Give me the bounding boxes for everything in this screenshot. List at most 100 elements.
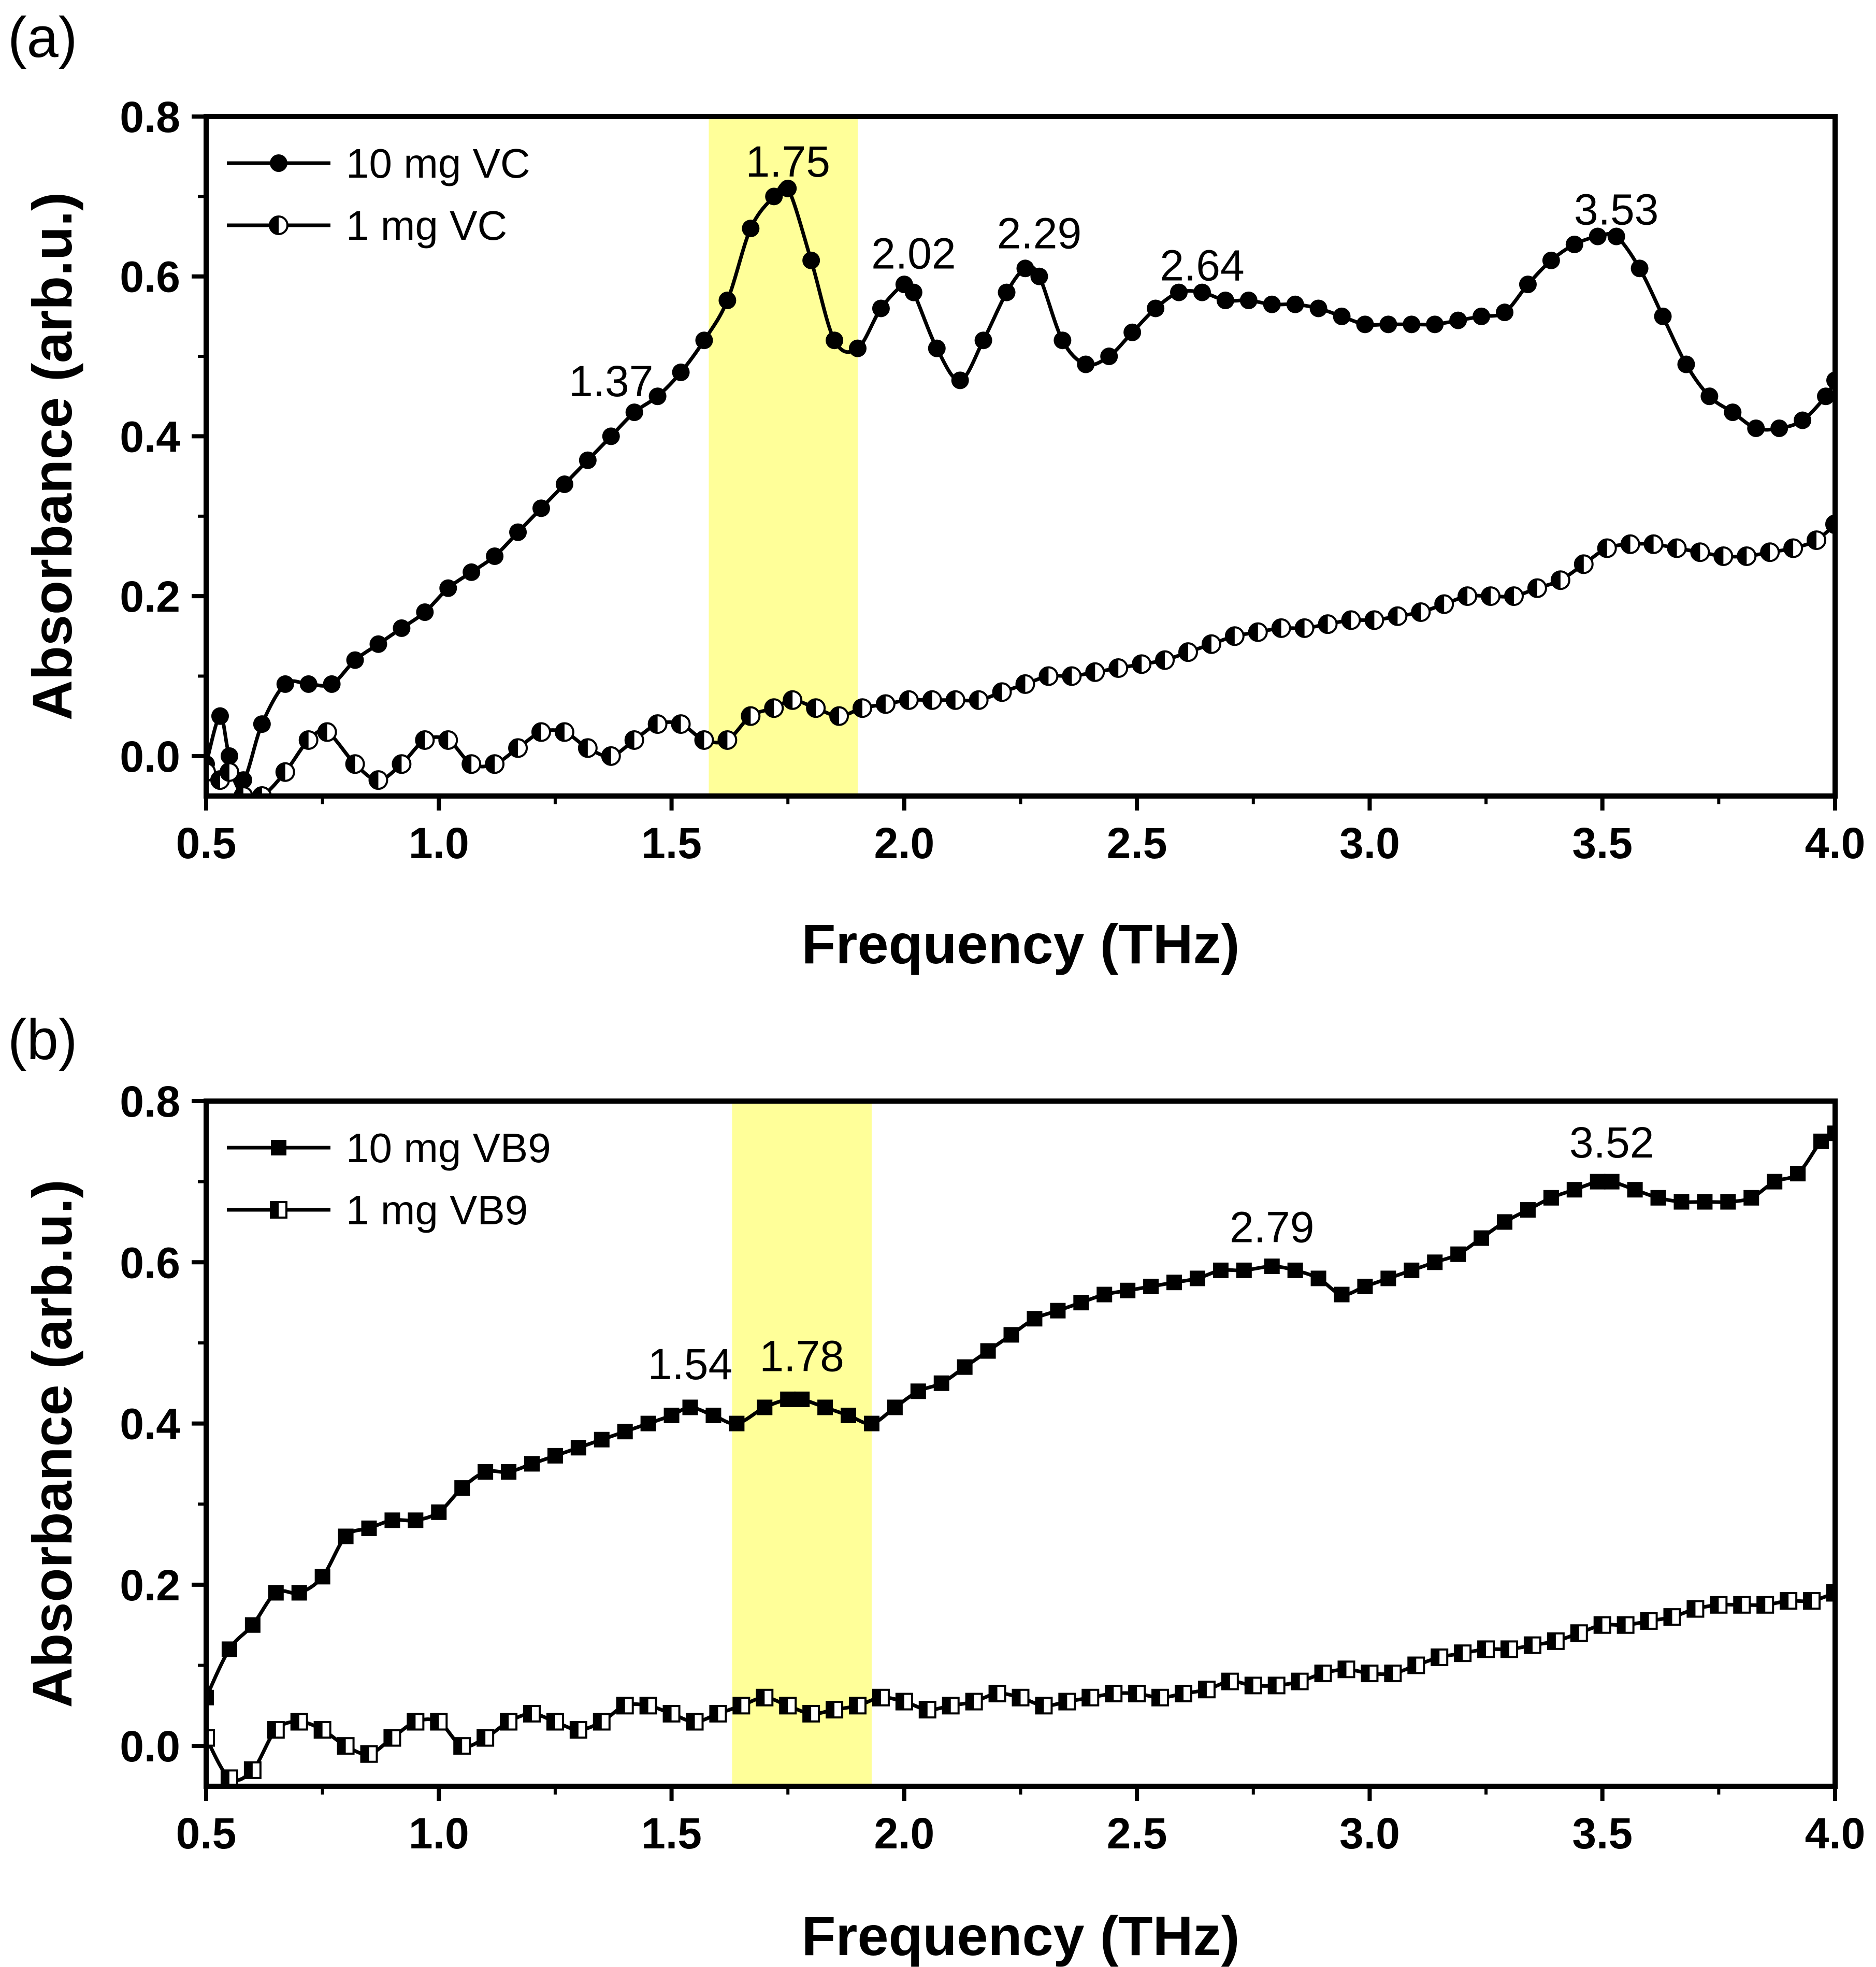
data-point: [384, 1512, 400, 1528]
data-point: [1314, 1665, 1332, 1683]
data-point: [1747, 419, 1765, 437]
data-point: [1081, 1688, 1100, 1706]
panel-b-annotations: 1.54 1.78 2.79 3.52: [648, 1118, 1654, 1389]
y-tick-label: 0.8: [120, 93, 180, 141]
data-point: [369, 635, 387, 653]
panel-b-ticks: 0.5 1.0 1.5 2.0 2.5 3.0 3.5 4.0 0.0 0.2 0.4 0.6 0.8: [120, 1077, 1865, 1858]
data-point: [478, 1464, 494, 1480]
data-point: [872, 299, 890, 317]
data-point: [1457, 586, 1478, 606]
data-point: [1224, 626, 1245, 646]
y-tick-label: 0.6: [120, 1238, 180, 1287]
data-point: [1309, 299, 1327, 317]
data-point: [1050, 1303, 1066, 1319]
data-point: [439, 579, 457, 597]
data-point: [1380, 1270, 1396, 1286]
peak-annotation: 2.29: [997, 209, 1082, 258]
x-tick-label: 1.5: [641, 819, 702, 867]
data-point: [942, 1697, 960, 1715]
data-point: [453, 1737, 471, 1755]
data-point: [1341, 610, 1361, 630]
data-point: [1477, 1640, 1495, 1658]
peak-annotation: 3.53: [1574, 185, 1659, 234]
data-point: [1077, 355, 1095, 373]
data-point: [477, 1729, 495, 1747]
data-point: [244, 1617, 261, 1633]
y-tick-label: 0.0: [120, 732, 180, 781]
data-point: [1427, 1254, 1443, 1270]
data-point: [849, 339, 867, 357]
data-point: [705, 1408, 721, 1424]
data-point: [1697, 1194, 1713, 1210]
data-point: [1096, 1286, 1113, 1303]
data-point: [1108, 658, 1129, 678]
data-point: [957, 1359, 973, 1375]
data-point: [220, 747, 238, 765]
data-point: [211, 707, 229, 725]
data-point: [1724, 403, 1742, 422]
data-point: [1015, 674, 1035, 694]
data-point: [872, 1688, 890, 1706]
data-point: [1663, 1608, 1681, 1626]
x-tick-label: 3.5: [1572, 1809, 1633, 1858]
data-point: [601, 746, 621, 766]
data-point: [1547, 1632, 1565, 1650]
peak-annotation: 1.54: [648, 1340, 733, 1389]
data-point: [1054, 331, 1072, 350]
data-point: [415, 730, 435, 750]
data-point: [1504, 586, 1524, 606]
data-point: [922, 690, 942, 710]
data-point: [485, 754, 505, 774]
data-point: [1565, 235, 1583, 253]
data-point: [298, 730, 319, 750]
data-point: [1817, 387, 1835, 406]
data-point: [1677, 355, 1695, 373]
panel-a-highlight-band: [709, 117, 858, 796]
data-point: [594, 1431, 610, 1448]
panel-b-legend: 10 mg VB9 1 mg VB9: [227, 1125, 551, 1233]
data-point: [486, 547, 504, 565]
data-point: [1155, 650, 1175, 670]
data-point: [532, 499, 550, 517]
data-point: [718, 292, 737, 310]
data-point: [928, 339, 946, 357]
data-point: [337, 1737, 355, 1755]
data-point: [1807, 530, 1827, 551]
data-point: [647, 714, 668, 734]
data-point: [1120, 1282, 1136, 1298]
data-point: [1570, 1624, 1588, 1642]
data-point: [1640, 1612, 1658, 1630]
x-tick-label: 2.5: [1107, 1809, 1167, 1858]
data-point: [276, 675, 294, 693]
data-point: [806, 698, 826, 718]
legend-label: 10 mg VB9: [346, 1125, 551, 1171]
data-point: [757, 1399, 773, 1415]
data-point: [219, 762, 239, 782]
data-point: [648, 387, 667, 406]
data-point: [910, 1383, 926, 1399]
data-point: [1690, 542, 1710, 562]
data-point: [1497, 1214, 1513, 1230]
data-point: [863, 1415, 879, 1431]
legend-marker: [270, 1201, 287, 1219]
data-point: [1294, 618, 1315, 638]
x-tick-label: 1.0: [409, 1809, 469, 1858]
data-point: [1291, 1672, 1309, 1690]
data-point: [671, 714, 691, 734]
data-point: [1566, 1182, 1582, 1198]
data-point: [579, 451, 597, 469]
data-point: [1686, 1600, 1705, 1618]
data-point: [1379, 315, 1397, 334]
data-point: [969, 690, 989, 710]
x-tick-label: 3.0: [1339, 819, 1400, 867]
data-point: [1248, 622, 1268, 642]
data-point: [945, 690, 965, 710]
data-point: [682, 1399, 698, 1415]
data-point: [1627, 1182, 1643, 1198]
data-point: [234, 771, 252, 789]
data-point: [1105, 1685, 1123, 1703]
data-point: [1197, 1681, 1216, 1699]
data-point: [918, 1701, 936, 1719]
data-point: [1166, 1275, 1182, 1291]
data-point: [454, 1480, 470, 1496]
